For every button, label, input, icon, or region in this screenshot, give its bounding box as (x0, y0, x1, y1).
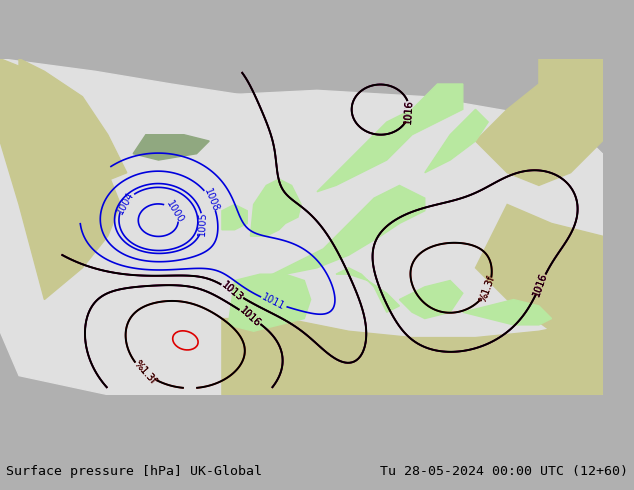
Polygon shape (19, 59, 127, 185)
Polygon shape (463, 299, 552, 325)
Polygon shape (222, 204, 247, 230)
Text: %1.3f: %1.3f (478, 274, 497, 304)
Polygon shape (0, 59, 120, 299)
Text: 1005: 1005 (197, 211, 208, 236)
Polygon shape (133, 135, 209, 160)
Text: 1004: 1004 (115, 189, 136, 216)
Text: 1016: 1016 (238, 305, 262, 329)
Text: %1.3f: %1.3f (478, 274, 497, 304)
Text: %1.3f: %1.3f (132, 359, 157, 386)
Polygon shape (0, 90, 602, 394)
Text: 1016: 1016 (403, 99, 415, 124)
Text: 1008: 1008 (202, 187, 220, 214)
Text: %1.3f: %1.3f (132, 359, 157, 386)
Text: 1016: 1016 (238, 305, 262, 329)
Text: 1013: 1013 (220, 280, 245, 303)
Polygon shape (0, 59, 602, 331)
Text: 1016: 1016 (532, 271, 550, 297)
Polygon shape (228, 274, 311, 331)
Text: 1016: 1016 (532, 271, 550, 297)
Polygon shape (399, 280, 463, 318)
Text: 1016: 1016 (238, 305, 262, 329)
Polygon shape (254, 185, 425, 280)
Text: Surface pressure [hPa] UK-Global: Surface pressure [hPa] UK-Global (6, 465, 262, 478)
Polygon shape (222, 318, 602, 394)
Polygon shape (336, 268, 399, 312)
Polygon shape (317, 84, 463, 192)
Text: 1000: 1000 (164, 198, 185, 224)
Text: 1013: 1013 (220, 280, 245, 303)
Text: 1016: 1016 (532, 271, 550, 297)
Text: 1016: 1016 (403, 99, 415, 124)
Polygon shape (425, 109, 488, 173)
Polygon shape (476, 59, 602, 185)
Polygon shape (476, 204, 602, 331)
Text: Tu 28-05-2024 00:00 UTC (12+60): Tu 28-05-2024 00:00 UTC (12+60) (380, 465, 628, 478)
Polygon shape (250, 179, 301, 236)
Text: 1013: 1013 (220, 280, 245, 303)
Text: 1016: 1016 (403, 99, 415, 124)
Text: 1011: 1011 (261, 292, 287, 312)
